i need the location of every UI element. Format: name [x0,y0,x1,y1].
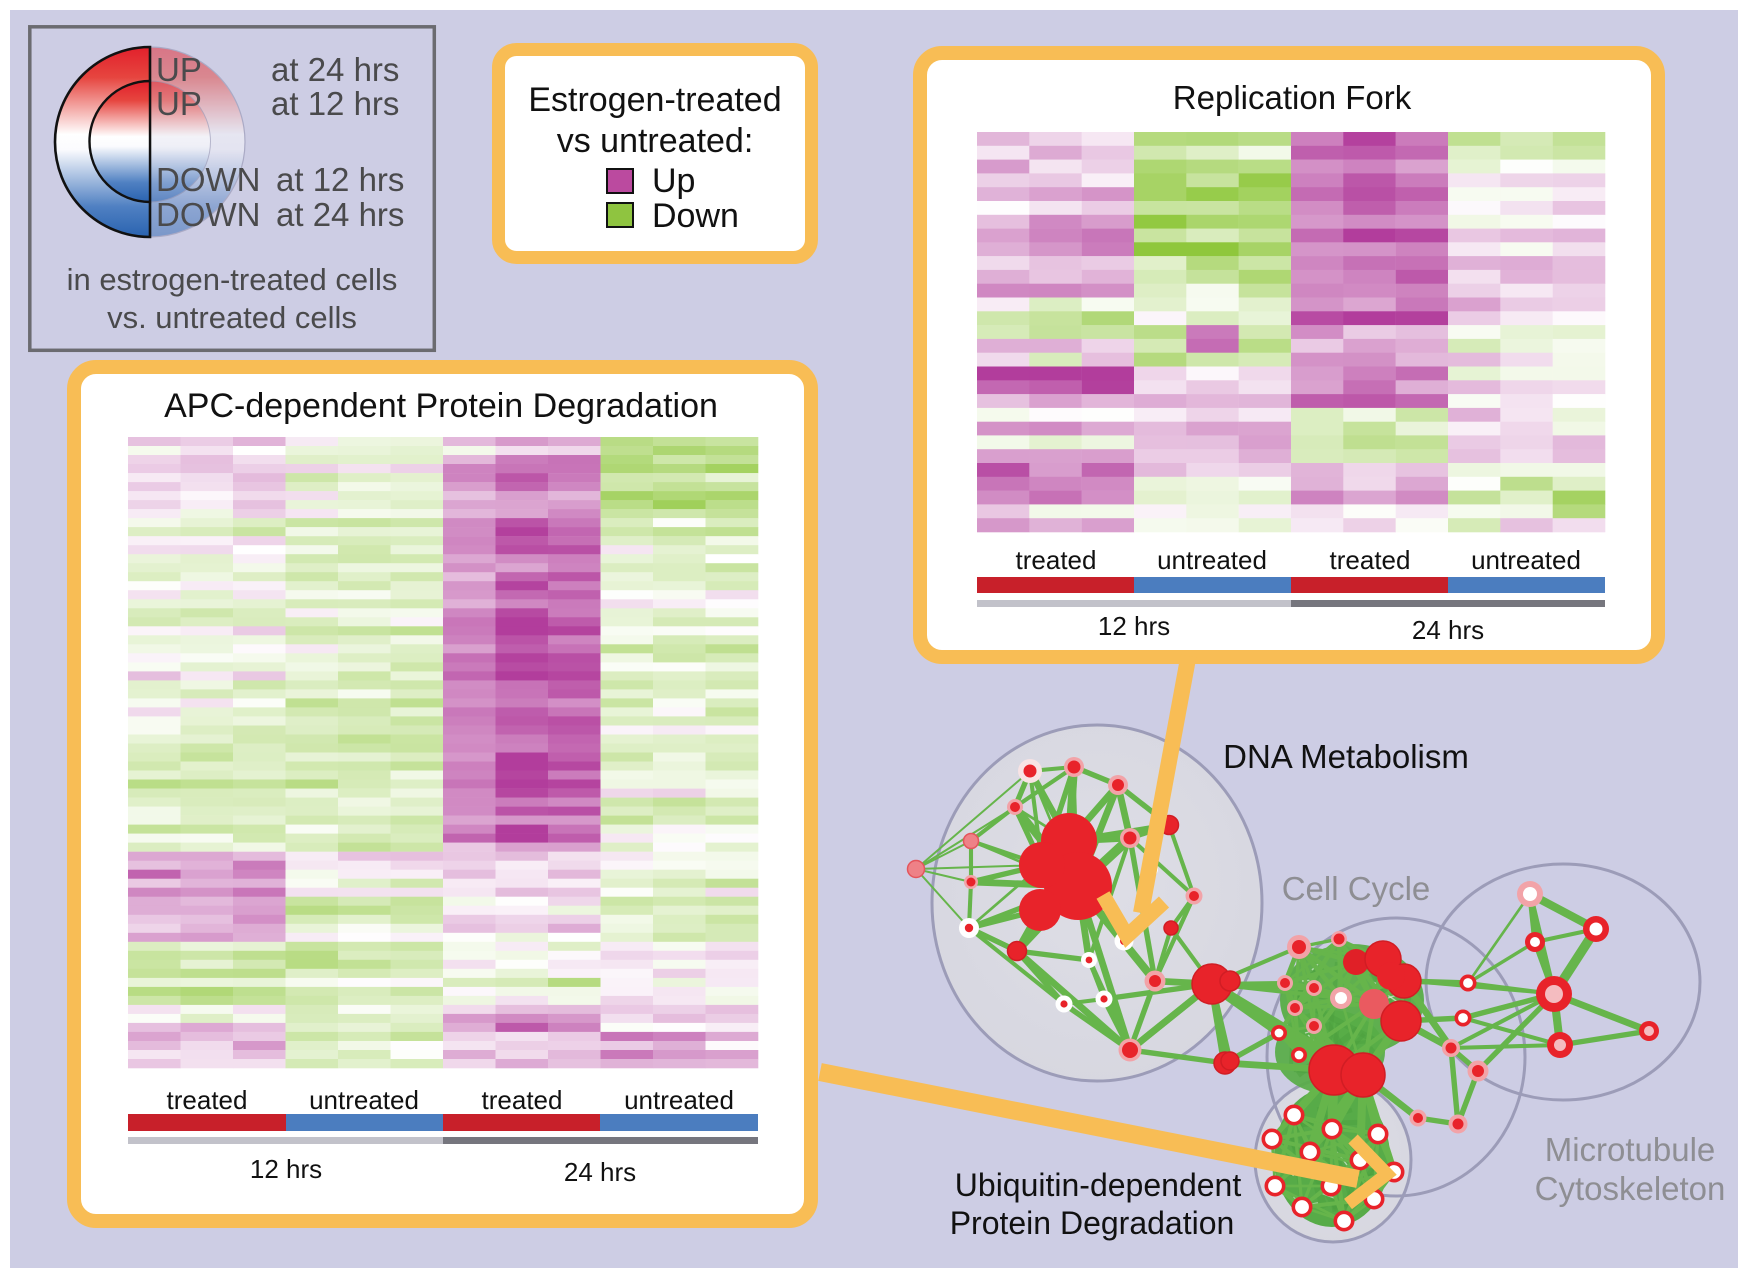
svg-text:Cell Cycle: Cell Cycle [1282,870,1431,907]
svg-text:untreated: untreated [1471,545,1581,575]
svg-text:treated: treated [482,1085,563,1115]
svg-text:Down: Down [652,197,739,235]
svg-text:untreated: untreated [309,1085,419,1115]
svg-text:UP: UP [156,51,202,88]
svg-text:at 24 hrs: at 24 hrs [276,196,404,233]
svg-text:Cytoskeleton: Cytoskeleton [1535,1170,1726,1207]
svg-text:24 hrs: 24 hrs [1412,615,1484,645]
svg-text:12 hrs: 12 hrs [250,1154,322,1184]
svg-text:DOWN: DOWN [156,161,260,198]
svg-text:12 hrs: 12 hrs [1098,611,1170,641]
svg-text:Up: Up [652,162,695,200]
svg-text:vs. untreated cells: vs. untreated cells [107,300,357,335]
svg-text:DOWN: DOWN [156,196,260,233]
svg-text:at 12 hrs: at 12 hrs [271,85,399,122]
svg-text:at 12 hrs: at 12 hrs [276,161,404,198]
svg-text:Protein Degradation: Protein Degradation [950,1205,1235,1241]
svg-text:treated: treated [167,1085,248,1115]
svg-text:UP: UP [156,85,202,122]
svg-text:untreated: untreated [1157,545,1267,575]
svg-text:24 hrs: 24 hrs [564,1157,636,1187]
svg-text:DNA Metabolism: DNA Metabolism [1223,738,1469,775]
svg-text:vs untreated:: vs untreated: [557,122,754,160]
svg-text:at 24 hrs: at 24 hrs [271,51,399,88]
svg-text:Replication Fork: Replication Fork [1173,79,1412,116]
svg-text:Estrogen-treated: Estrogen-treated [528,81,781,119]
svg-text:treated: treated [1330,545,1411,575]
svg-text:treated: treated [1016,545,1097,575]
svg-text:APC-dependent Protein Degradat: APC-dependent Protein Degradation [164,387,718,425]
svg-text:Ubiquitin-dependent: Ubiquitin-dependent [955,1167,1242,1203]
svg-text:Microtubule: Microtubule [1545,1131,1716,1168]
svg-text:in estrogen-treated cells: in estrogen-treated cells [67,262,398,297]
svg-text:untreated: untreated [624,1085,734,1115]
